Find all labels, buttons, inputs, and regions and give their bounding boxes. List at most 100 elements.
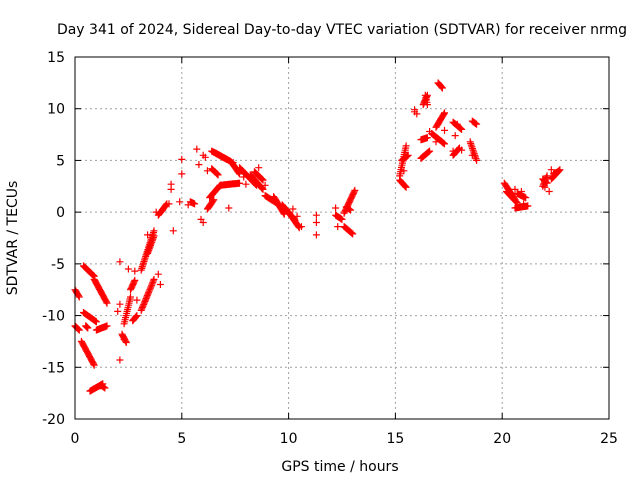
data-point xyxy=(201,153,209,161)
y-tick-label: 10 xyxy=(47,102,65,118)
data-point xyxy=(255,164,263,172)
data-point xyxy=(457,125,465,133)
data-point xyxy=(473,156,481,164)
data-point xyxy=(176,198,184,206)
data-point xyxy=(116,300,124,308)
data-point xyxy=(541,183,549,191)
y-tick-label: 0 xyxy=(56,205,65,221)
data-point xyxy=(75,325,83,333)
data-point xyxy=(543,179,551,187)
x-tick-label: 25 xyxy=(600,431,618,447)
data-point xyxy=(289,205,297,213)
data-point xyxy=(425,148,433,156)
data-point xyxy=(441,109,448,117)
data-point xyxy=(114,307,122,315)
data-point xyxy=(103,322,111,330)
plot-frame xyxy=(74,56,610,420)
data-point xyxy=(554,168,562,176)
data-point xyxy=(127,293,134,301)
data-point xyxy=(144,231,152,239)
data-point xyxy=(400,167,408,175)
data-point xyxy=(90,272,97,279)
data-point xyxy=(293,212,301,220)
data-point xyxy=(258,175,266,183)
data-point xyxy=(401,183,409,190)
data-point xyxy=(103,299,111,307)
data-point xyxy=(511,185,519,193)
axes: 0 5 10 15 20 25 -20 -15 -10 -5 0 5 10 15 xyxy=(42,50,618,447)
data-point xyxy=(411,106,419,114)
data-point xyxy=(169,227,177,235)
data-point xyxy=(402,183,410,191)
data-point xyxy=(351,186,359,194)
x-tick-label: 20 xyxy=(493,431,511,447)
data-point xyxy=(441,126,448,134)
data-point xyxy=(139,302,147,310)
data-point xyxy=(543,172,551,180)
data-point xyxy=(413,110,421,118)
data-point xyxy=(75,292,83,300)
data-point xyxy=(545,188,553,195)
data-point xyxy=(334,223,342,231)
y-tick-label: -15 xyxy=(42,360,65,376)
data-point xyxy=(517,188,525,195)
data-point xyxy=(225,204,233,212)
y-tick-label: -10 xyxy=(42,309,65,325)
data-point xyxy=(312,219,320,226)
data-point xyxy=(197,215,205,223)
data-point xyxy=(210,196,218,204)
x-tick-label: 5 xyxy=(177,431,186,447)
data-point xyxy=(441,140,448,148)
data-point xyxy=(209,197,217,205)
data-point xyxy=(133,296,141,304)
data-point xyxy=(116,356,124,364)
y-tick-label: 15 xyxy=(47,50,65,66)
data-point xyxy=(347,206,354,214)
data-point xyxy=(75,293,83,301)
data-point xyxy=(468,151,476,159)
data-point xyxy=(542,179,550,186)
data-point xyxy=(178,155,186,163)
data-point xyxy=(453,120,461,128)
data-point xyxy=(423,134,431,142)
data-point xyxy=(195,161,203,169)
data-point xyxy=(116,258,124,266)
data-point xyxy=(97,382,105,390)
data-point xyxy=(124,265,132,273)
data-point xyxy=(184,201,192,209)
data-point xyxy=(432,138,440,146)
data-point xyxy=(90,360,97,368)
x-tick-label: 10 xyxy=(280,431,298,447)
data-point xyxy=(347,229,355,236)
data-point xyxy=(178,170,186,178)
data-point xyxy=(133,312,141,320)
data-point xyxy=(404,151,412,159)
data-point xyxy=(150,275,158,283)
data-point xyxy=(426,128,434,135)
data-point xyxy=(257,175,265,183)
data-point xyxy=(437,82,445,90)
data-point xyxy=(312,211,320,219)
data-point xyxy=(515,203,523,211)
data-point xyxy=(438,83,446,91)
data-point xyxy=(213,170,221,178)
data-point xyxy=(154,270,162,278)
x-axis-label: GPS time / hours xyxy=(281,459,398,475)
data-point xyxy=(236,179,243,187)
y-tick-label: -5 xyxy=(51,257,65,273)
data-point xyxy=(512,197,520,205)
data-point xyxy=(156,281,164,288)
data-point xyxy=(547,166,555,174)
data-point xyxy=(402,142,410,150)
data-point xyxy=(203,167,211,175)
y-axis-label: SDTVAR / TECUs xyxy=(5,181,21,296)
data-point xyxy=(312,231,320,239)
data-point xyxy=(403,153,411,161)
data-point xyxy=(401,182,409,190)
data-point xyxy=(473,120,481,128)
data-point xyxy=(338,215,346,223)
data-point xyxy=(150,232,158,240)
data-point xyxy=(191,200,199,208)
data-point xyxy=(92,318,100,326)
data-point xyxy=(297,223,305,231)
